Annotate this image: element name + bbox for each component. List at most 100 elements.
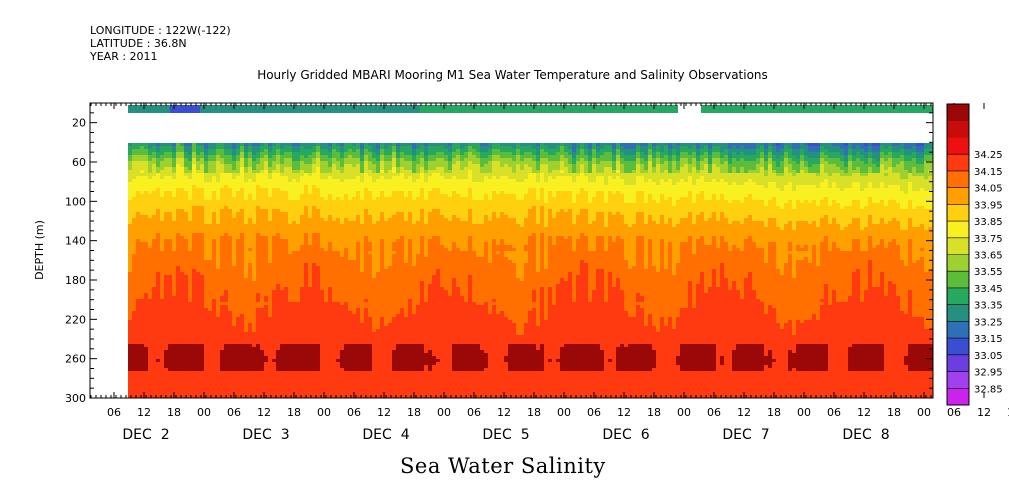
salinity-cell [316, 209, 321, 213]
salinity-cell [132, 242, 137, 246]
salinity-cell [316, 227, 321, 231]
salinity-cell [336, 302, 341, 306]
salinity-cell [220, 332, 225, 336]
salinity-cell [188, 257, 193, 261]
salinity-cell [308, 341, 313, 345]
salinity-cell [176, 176, 181, 180]
salinity-cell [284, 284, 289, 288]
salinity-cell [232, 278, 237, 282]
salinity-cell [248, 308, 253, 312]
salinity-cell [196, 191, 201, 195]
salinity-cell [264, 188, 269, 192]
salinity-cell [276, 251, 281, 255]
salinity-cell [328, 158, 333, 162]
salinity-cell [296, 377, 301, 381]
salinity-cell [204, 170, 209, 174]
salinity-cell [344, 368, 349, 372]
salinity-cell [232, 287, 237, 291]
salinity-cell [272, 377, 277, 381]
salinity-cell [220, 173, 225, 177]
salinity-cell [196, 383, 201, 387]
salinity-cell [168, 155, 173, 159]
salinity-cell [292, 200, 297, 204]
salinity-cell [200, 239, 205, 243]
salinity-cell [216, 260, 221, 264]
salinity-cell [352, 353, 357, 357]
salinity-cell [192, 302, 197, 306]
salinity-cell [308, 158, 313, 162]
salinity-cell [348, 149, 353, 153]
salinity-cell [360, 236, 365, 240]
salinity-cell [304, 227, 309, 231]
salinity-cell [196, 248, 201, 252]
salinity-cell [284, 347, 289, 351]
salinity-cell [184, 146, 189, 150]
salinity-cell [252, 278, 257, 282]
salinity-cell [228, 350, 233, 354]
salinity-cell [152, 164, 157, 168]
salinity-cell [268, 200, 273, 204]
salinity-cell [240, 278, 245, 282]
salinity-cell [352, 314, 357, 318]
salinity-cell [304, 197, 309, 201]
salinity-cell [256, 161, 261, 165]
salinity-cell [164, 272, 169, 276]
salinity-cell [260, 305, 265, 309]
salinity-cell [316, 248, 321, 252]
salinity-cell [260, 230, 265, 234]
salinity-cell [268, 389, 273, 393]
salinity-cell [328, 248, 333, 252]
salinity-cell [256, 254, 261, 258]
salinity-cell [224, 263, 229, 267]
salinity-cell [164, 257, 169, 261]
salinity-cell [204, 155, 209, 159]
salinity-cell [276, 284, 281, 288]
salinity-cell [308, 188, 313, 192]
salinity-cell [184, 176, 189, 180]
salinity-cell [232, 275, 237, 279]
salinity-cell [280, 332, 285, 336]
salinity-cell [152, 224, 157, 228]
salinity-cell [276, 221, 281, 225]
salinity-cell [348, 257, 353, 261]
salinity-cell [196, 368, 201, 372]
salinity-cell [332, 290, 337, 294]
salinity-cell [316, 191, 321, 195]
salinity-cell [160, 389, 165, 393]
salinity-cell [312, 380, 317, 384]
salinity-cell [288, 302, 293, 306]
salinity-cell [232, 197, 237, 201]
salinity-cell [248, 368, 253, 372]
salinity-cell [132, 284, 137, 288]
salinity-cell [324, 161, 329, 165]
salinity-cell [356, 299, 361, 303]
salinity-cell [208, 314, 213, 318]
salinity-cell [160, 167, 165, 171]
salinity-cell [144, 365, 149, 369]
salinity-cell [148, 224, 153, 228]
salinity-cell [212, 299, 217, 303]
salinity-cell [304, 143, 309, 147]
salinity-cell [316, 257, 321, 261]
salinity-cell [320, 389, 325, 393]
salinity-cell [136, 263, 141, 267]
salinity-cell [316, 161, 321, 165]
salinity-cell [332, 266, 337, 270]
salinity-cell [320, 332, 325, 336]
salinity-cell [140, 143, 145, 147]
salinity-cell [324, 287, 329, 291]
salinity-cell [292, 371, 297, 375]
salinity-cell [316, 320, 321, 324]
salinity-cell [296, 206, 301, 210]
salinity-cell [232, 314, 237, 318]
salinity-cell [244, 302, 249, 306]
salinity-cell [200, 209, 205, 213]
salinity-cell [144, 245, 149, 249]
salinity-cell [160, 209, 165, 213]
salinity-cell [220, 176, 225, 180]
salinity-cell [188, 377, 193, 381]
salinity-cell [200, 365, 205, 369]
salinity-cell [264, 254, 269, 258]
salinity-cell [160, 344, 165, 348]
salinity-cell [152, 374, 157, 378]
